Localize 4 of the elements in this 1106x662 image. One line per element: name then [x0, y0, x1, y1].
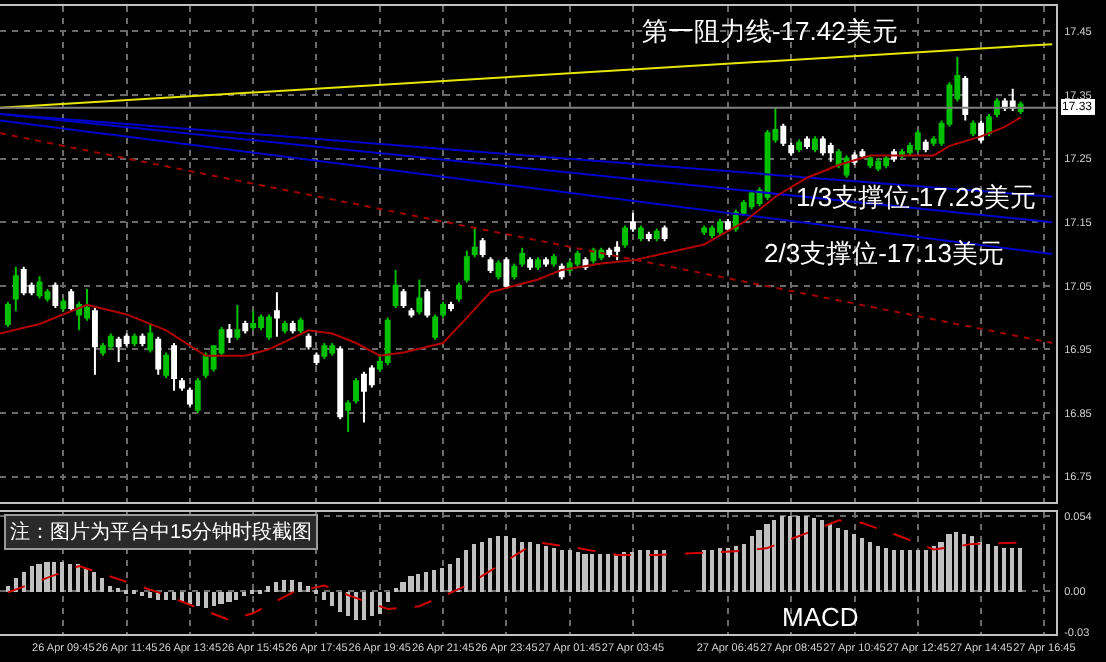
annotation: MACD	[782, 602, 859, 632]
annotation: 第一阻力线-17.42美元	[642, 16, 898, 46]
annotation: 2/3支撑位-17.13美元	[764, 238, 1004, 268]
annotation: 注：图片为平台中15分钟时段截图	[10, 520, 313, 544]
